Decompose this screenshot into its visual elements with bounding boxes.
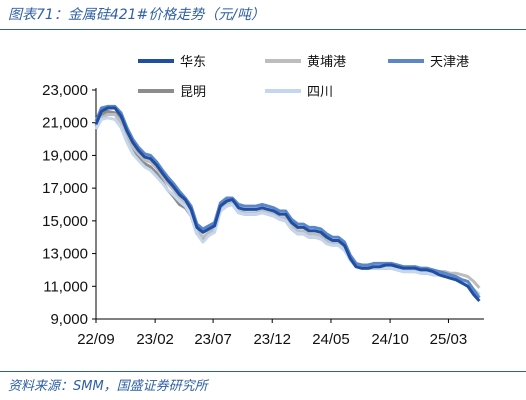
x-tick-label: 22/09 — [77, 331, 115, 348]
y-tick-label: 17,000 — [42, 180, 88, 197]
y-tick-label: 15,000 — [42, 213, 88, 230]
legend-label-4: 昆明 — [180, 85, 206, 100]
series-line-5 — [94, 116, 481, 296]
series-line-3 — [94, 104, 481, 299]
legend-label-3: 天津港 — [430, 55, 469, 70]
chart-title: 图表71：金属硅421#价格走势（元/吨） — [8, 7, 265, 23]
y-tick-label: 11,000 — [43, 278, 88, 295]
source-note: 资料来源：SMM，国盛证券研究所 — [8, 379, 208, 394]
y-tick-label: 13,000 — [42, 246, 88, 263]
series-line-1 — [94, 106, 481, 302]
y-tick-label: 9,000 — [50, 311, 88, 328]
y-tick-label: 21,000 — [42, 115, 88, 132]
plot-area — [94, 104, 481, 302]
footer-rule — [0, 371, 526, 372]
legend-label-1: 华东 — [180, 55, 206, 70]
legend-label-5: 四川 — [307, 85, 333, 100]
series-line-2 — [94, 113, 481, 289]
x-tick-label: 23/07 — [194, 331, 232, 348]
x-tick-label: 25/03 — [430, 331, 468, 348]
legend-label-2: 黄埔港 — [307, 55, 346, 70]
title-rule — [0, 29, 526, 30]
chart-axes: 9,000 11,000 13,000 15,000 17,000 19,000 21,00… — [42, 82, 484, 348]
x-tick-label: 24/10 — [371, 331, 409, 348]
x-tick-label: 23/12 — [253, 331, 291, 348]
x-tick-label: 24/05 — [312, 331, 350, 348]
y-tick-label: 23,000 — [42, 82, 88, 99]
x-tick-label: 23/02 — [136, 331, 174, 348]
y-tick-label: 19,000 — [42, 147, 88, 164]
